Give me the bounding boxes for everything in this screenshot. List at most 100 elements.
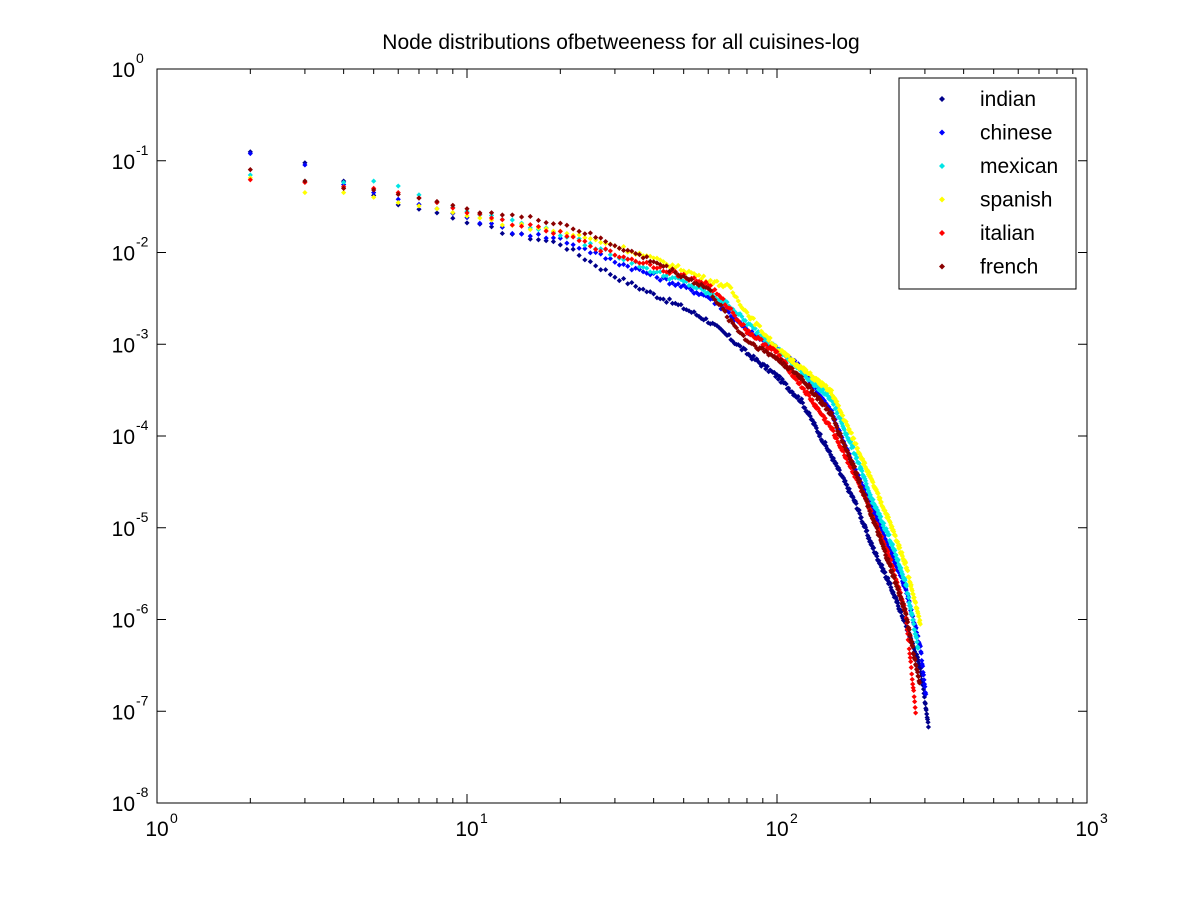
data-point bbox=[855, 474, 861, 481]
data-point bbox=[915, 610, 921, 616]
data-point bbox=[857, 453, 864, 459]
data-point bbox=[416, 203, 422, 209]
data-point bbox=[827, 448, 833, 454]
data-point bbox=[434, 210, 440, 216]
data-point bbox=[828, 454, 835, 460]
data-point bbox=[835, 465, 842, 471]
data-point bbox=[828, 410, 835, 416]
data-point bbox=[683, 278, 689, 285]
data-point bbox=[681, 282, 687, 288]
data-point bbox=[657, 261, 663, 268]
data-point bbox=[925, 719, 931, 725]
data-point bbox=[914, 639, 920, 645]
data-point bbox=[737, 311, 743, 317]
data-point bbox=[714, 291, 720, 297]
data-point bbox=[869, 512, 875, 519]
data-point bbox=[823, 443, 829, 449]
data-point bbox=[732, 312, 738, 319]
data-point bbox=[730, 338, 736, 344]
y-tick-label: 10 bbox=[112, 518, 135, 541]
data-point bbox=[864, 527, 870, 534]
data-point bbox=[919, 658, 925, 664]
data-point bbox=[888, 584, 894, 590]
data-point bbox=[593, 234, 599, 241]
data-point bbox=[564, 240, 570, 246]
data-point bbox=[789, 389, 795, 395]
data-point bbox=[576, 238, 582, 244]
data-point bbox=[464, 210, 470, 216]
data-point bbox=[735, 342, 741, 348]
data-point bbox=[824, 445, 830, 452]
data-point bbox=[864, 485, 871, 491]
x-tick-exponent: 1 bbox=[480, 810, 488, 826]
data-point bbox=[859, 468, 865, 474]
data-point bbox=[651, 265, 657, 271]
data-point bbox=[570, 242, 576, 248]
data-point bbox=[669, 280, 676, 286]
data-point bbox=[678, 284, 684, 290]
data-point bbox=[812, 385, 818, 391]
data-point bbox=[576, 228, 582, 234]
data-point bbox=[768, 352, 775, 358]
data-point bbox=[822, 439, 828, 445]
legend-marker bbox=[939, 129, 945, 136]
data-point bbox=[864, 498, 870, 505]
data-point bbox=[620, 275, 627, 282]
data-point bbox=[891, 575, 897, 581]
data-point bbox=[909, 676, 915, 682]
data-point bbox=[716, 292, 722, 298]
data-point bbox=[846, 436, 852, 442]
data-point bbox=[788, 356, 794, 362]
data-point bbox=[416, 195, 422, 201]
data-point bbox=[341, 189, 347, 196]
data-point bbox=[603, 238, 609, 245]
data-point bbox=[696, 313, 702, 320]
data-point bbox=[829, 392, 836, 399]
data-point bbox=[681, 306, 687, 312]
data-point bbox=[625, 256, 631, 262]
data-point bbox=[654, 265, 660, 271]
data-point bbox=[833, 422, 839, 428]
data-point bbox=[774, 349, 780, 355]
data-point bbox=[247, 172, 253, 178]
data-point bbox=[527, 233, 533, 239]
data-point bbox=[712, 301, 718, 307]
data-series bbox=[247, 149, 932, 730]
data-point bbox=[660, 263, 666, 269]
data-point bbox=[871, 518, 877, 525]
data-point bbox=[657, 269, 663, 275]
data-point bbox=[830, 428, 836, 434]
data-point bbox=[712, 286, 718, 293]
data-point bbox=[903, 611, 909, 617]
data-point bbox=[747, 353, 753, 359]
data-point bbox=[247, 150, 253, 157]
data-point bbox=[625, 281, 631, 287]
data-point bbox=[718, 326, 724, 332]
data-point bbox=[817, 431, 823, 437]
data-point bbox=[821, 397, 827, 404]
data-point bbox=[878, 564, 884, 570]
data-point bbox=[912, 657, 918, 663]
data-point bbox=[663, 263, 670, 269]
data-point bbox=[636, 266, 643, 273]
data-point bbox=[675, 272, 681, 278]
data-point bbox=[833, 460, 839, 466]
data-point bbox=[876, 558, 882, 564]
data-point bbox=[464, 220, 470, 226]
data-point bbox=[910, 685, 916, 691]
data-point bbox=[867, 508, 873, 514]
data-point bbox=[757, 360, 763, 366]
data-point bbox=[758, 336, 764, 342]
data-point bbox=[705, 279, 711, 286]
data-point bbox=[905, 619, 911, 625]
data-point bbox=[698, 291, 704, 297]
data-point bbox=[828, 424, 834, 431]
data-point bbox=[647, 272, 653, 278]
data-point bbox=[716, 301, 722, 308]
data-point bbox=[858, 514, 864, 520]
data-point bbox=[705, 320, 711, 326]
data-point bbox=[488, 224, 495, 230]
y-tick-exponent: -7 bbox=[136, 692, 149, 708]
data-point bbox=[654, 269, 660, 275]
data-point bbox=[754, 356, 760, 362]
